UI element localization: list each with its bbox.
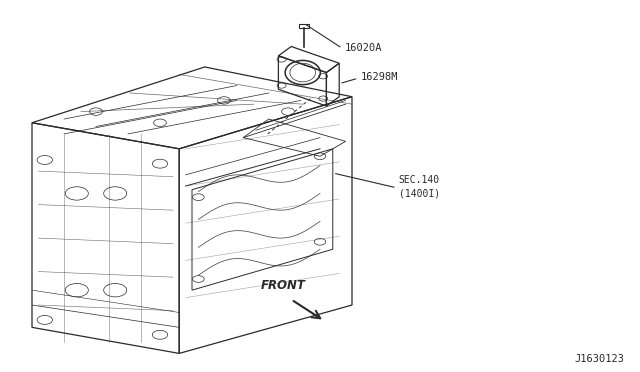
Text: FRONT: FRONT <box>260 279 305 292</box>
Text: J1630123: J1630123 <box>574 354 624 364</box>
Text: 16298M: 16298M <box>360 73 398 82</box>
Text: 16020A: 16020A <box>344 43 382 52</box>
Text: SEC.140
(1400I): SEC.140 (1400I) <box>399 175 440 198</box>
